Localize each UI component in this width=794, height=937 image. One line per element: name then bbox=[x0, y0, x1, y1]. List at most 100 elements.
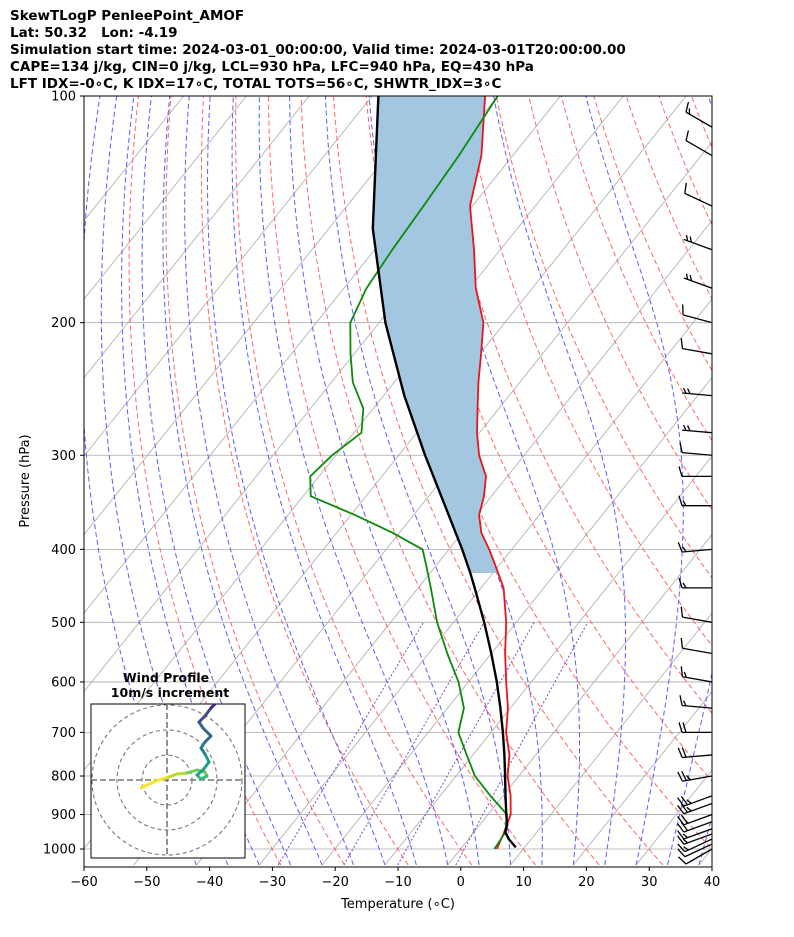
barb-feather bbox=[677, 542, 683, 553]
profile-lines bbox=[309, 96, 517, 850]
wind-barb bbox=[677, 802, 712, 815]
barb-staff bbox=[683, 238, 712, 251]
barb-feather bbox=[686, 388, 691, 395]
isotherm-line bbox=[510, 612, 712, 866]
barb-feather bbox=[679, 695, 683, 706]
isotherm-line bbox=[635, 769, 712, 866]
barb-feather bbox=[678, 495, 683, 506]
barb-feather bbox=[680, 803, 689, 813]
barb-feather bbox=[677, 771, 684, 782]
location-text: Lat: 50.32 Lon: -4.19 bbox=[10, 25, 178, 41]
barb-feather bbox=[677, 823, 685, 833]
barb-feather bbox=[681, 747, 687, 758]
hodograph-segment bbox=[157, 775, 171, 782]
moist-adiabat bbox=[231, 96, 417, 866]
wind-barb bbox=[680, 637, 712, 655]
mixing-ratio-line bbox=[455, 622, 589, 866]
barb-feather bbox=[681, 770, 687, 781]
hodograph-segment bbox=[201, 726, 213, 738]
isotherm-line bbox=[196, 219, 712, 866]
wind-barb bbox=[678, 577, 712, 589]
isotherm-line bbox=[258, 298, 712, 866]
chart-title: SkewTLogP PenleePoint_AMOF bbox=[10, 8, 245, 24]
dry-adiabat bbox=[165, 96, 345, 866]
barb-feather bbox=[682, 546, 687, 552]
barb-feather bbox=[677, 816, 685, 826]
moist-adiabat bbox=[141, 96, 292, 866]
wind-barb bbox=[680, 666, 712, 683]
isotherm-line bbox=[698, 847, 712, 866]
dry-adiabat bbox=[201, 96, 409, 866]
barb-feather bbox=[689, 236, 692, 243]
barb-staff bbox=[683, 277, 712, 289]
barb-staff bbox=[682, 392, 712, 397]
barb-feather bbox=[682, 722, 687, 733]
barb-feather bbox=[682, 424, 687, 431]
wind-barb bbox=[677, 848, 712, 865]
barb-feather bbox=[678, 722, 683, 733]
hodograph-segment bbox=[203, 706, 213, 718]
hodograph-segment bbox=[201, 760, 211, 772]
moist-adiabat bbox=[206, 96, 386, 866]
x-tick-label: −10 bbox=[384, 875, 411, 890]
y-tick-label: 100 bbox=[51, 90, 76, 105]
y-tick-label: 900 bbox=[51, 808, 76, 823]
x-tick-label: −60 bbox=[70, 875, 97, 890]
barb-feather bbox=[682, 387, 687, 394]
wind-barb bbox=[678, 495, 712, 507]
y-tick-label: 1000 bbox=[43, 843, 76, 858]
barb-feather bbox=[683, 671, 688, 678]
hodograph-title: Wind Profile bbox=[123, 670, 209, 685]
hodograph-segment bbox=[147, 778, 161, 786]
barb-feather bbox=[685, 273, 689, 280]
isotherm-line bbox=[384, 455, 712, 866]
barb-staff bbox=[684, 843, 712, 858]
barb-staff bbox=[682, 452, 712, 456]
hodograph-subtitle: 10m/s increment bbox=[111, 685, 229, 700]
moist-adiabat bbox=[324, 96, 511, 865]
wind-barb bbox=[677, 542, 712, 553]
barb-feather bbox=[677, 797, 685, 807]
barb-feather bbox=[684, 182, 687, 194]
barb-feather bbox=[686, 799, 692, 804]
wind-barb bbox=[682, 424, 712, 434]
time-text: Simulation start time: 2024-03-01_00:00:… bbox=[10, 42, 626, 58]
moist-adiabat bbox=[289, 96, 480, 866]
barb-feather bbox=[677, 835, 685, 845]
barb-feather bbox=[682, 500, 687, 507]
dry-adiabat bbox=[495, 96, 712, 579]
dry-adiabat bbox=[690, 96, 712, 149]
axes: −60 −50 −40 −30 −20 −10 0 10 20 30 40 100 200 300 400 5… bbox=[43, 90, 720, 891]
cape-area bbox=[372, 96, 499, 573]
dry-adiabat bbox=[749, 79, 794, 865]
y-tick-label: 700 bbox=[51, 726, 76, 741]
barb-staff bbox=[682, 647, 712, 655]
barb-feather bbox=[677, 843, 686, 853]
wind-barb bbox=[677, 843, 712, 858]
cape-indices-text: CAPE=134 j/kg, CIN=0 j/kg, LCL=930 hPa, … bbox=[10, 59, 534, 75]
barb-staff bbox=[685, 140, 712, 157]
barb-staff bbox=[682, 616, 712, 623]
barb-feather bbox=[682, 582, 687, 589]
wind-barb bbox=[682, 387, 712, 397]
dry-adiabat bbox=[333, 96, 664, 866]
x-tick-label: −20 bbox=[321, 875, 348, 890]
barb-feather bbox=[680, 666, 684, 677]
dry-adiabat bbox=[528, 96, 712, 511]
wind-barb bbox=[678, 722, 712, 734]
barb-staff bbox=[683, 821, 712, 833]
barb-feather bbox=[685, 101, 690, 113]
barb-feather bbox=[678, 466, 683, 477]
barb-feather bbox=[680, 814, 689, 824]
barb-feather bbox=[679, 442, 683, 453]
wind-barb bbox=[677, 813, 712, 826]
hodograph-segment bbox=[209, 704, 218, 710]
isotherm-line bbox=[84, 96, 185, 222]
barb-feather bbox=[677, 848, 686, 858]
temperature-line bbox=[469, 96, 512, 850]
mixing-ratio-line bbox=[397, 622, 535, 866]
barb-feather bbox=[677, 830, 685, 840]
barb-feather bbox=[685, 130, 690, 141]
barb-staff bbox=[682, 548, 712, 553]
x-tick-label: −50 bbox=[133, 875, 160, 890]
